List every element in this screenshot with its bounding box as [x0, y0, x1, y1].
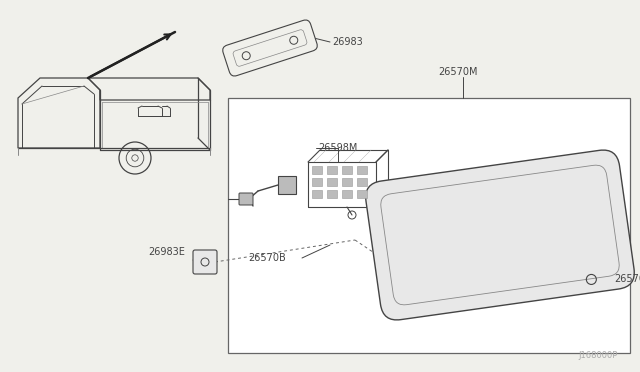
Bar [312, 190, 322, 198]
Text: 26983: 26983 [332, 37, 363, 47]
Text: 26570B: 26570B [248, 253, 285, 263]
Bar [357, 190, 367, 198]
Bar [312, 178, 322, 186]
Text: J168000P: J168000P [579, 351, 618, 360]
FancyBboxPatch shape [239, 193, 253, 205]
Bar [327, 190, 337, 198]
Bar [357, 178, 367, 186]
Bar [342, 166, 352, 174]
Text: 26983E: 26983E [148, 247, 185, 257]
Bar [327, 166, 337, 174]
Bar [228, 98, 630, 353]
Bar [357, 166, 367, 174]
Bar [342, 190, 352, 198]
Bar [312, 166, 322, 174]
Bar [342, 178, 352, 186]
FancyBboxPatch shape [278, 176, 296, 194]
FancyBboxPatch shape [365, 150, 634, 320]
Text: 26570M: 26570M [438, 67, 477, 77]
FancyBboxPatch shape [193, 250, 217, 274]
Text: 26570D: 26570D [614, 275, 640, 285]
Bar [327, 178, 337, 186]
FancyBboxPatch shape [223, 20, 317, 76]
Text: 26598M: 26598M [318, 143, 357, 153]
